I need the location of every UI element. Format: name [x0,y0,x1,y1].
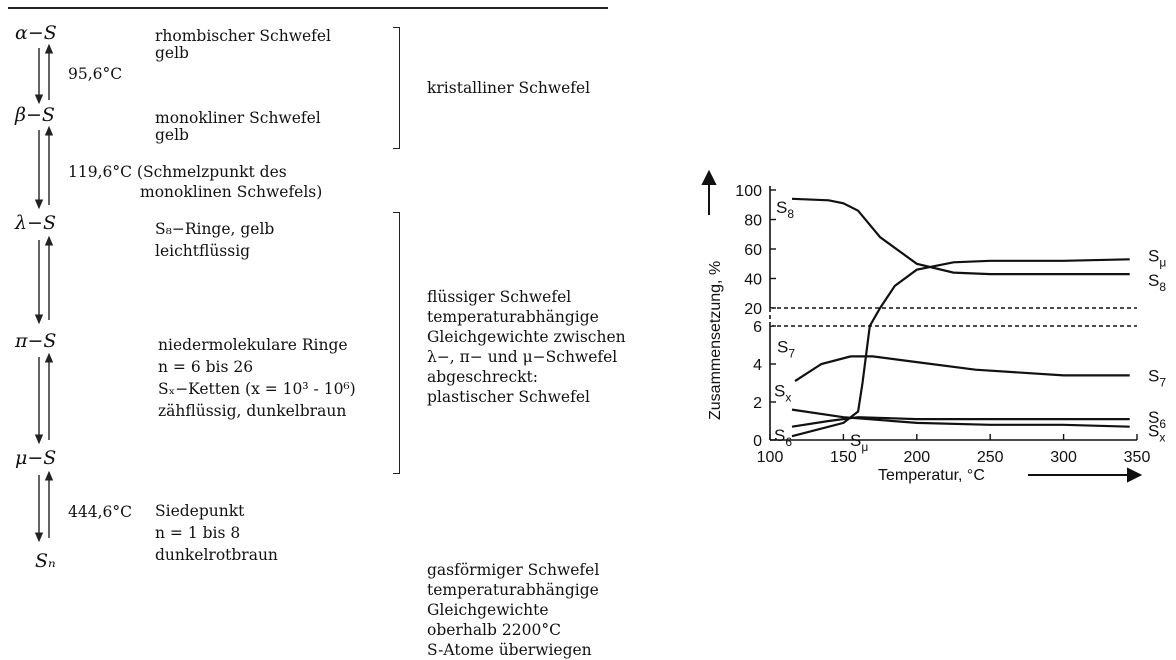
state-n-description: Siedepunkt n = 1 bis 8 dunkelrotbraun [155,502,278,564]
x-tick-label: 250 [977,449,1004,466]
state-beta-symbol: β−S [15,104,55,126]
state-alpha-description: rhombischer Schwefel gelb [155,27,332,62]
y-tick-label: 100 [735,183,762,200]
y-tick-label: 20 [744,301,762,318]
series-label-left-S6: S6 [774,426,792,449]
chart-ticks: 100 150 200 250 300 350 0 2 4 620 40 60 80 100 [735,183,1150,466]
x-tick-label: 100 [757,449,784,466]
chart-series [791,197,1130,438]
state-lambda-description: S₈−Ringe, gelb leichtflüssig [155,220,275,260]
top-rule [8,7,608,9]
transition-temp-beta-lambda: 119,6°C (Schmelzpunkt des [68,163,287,181]
chart-axes [769,186,1137,441]
series-line-S6 [791,416,1130,428]
y-tick-label: 2 [753,395,762,412]
series-label-right-S7: S7 [1148,366,1166,389]
series-label-right-S6: S6 [1148,408,1166,431]
series-label-right-S8: S8 [1148,271,1166,294]
state-mu-symbol: μ−S [15,447,57,469]
series-label-left-Sx: Sx [774,381,791,404]
series-label-left-Sμ: Sμ [850,431,868,454]
y-tick-label: 0 [753,433,762,450]
x-axis-label: Temperatur, °C [878,467,985,484]
state-pi-description: niedermolekulare Ringe n = 6 bis 26 Sₓ−Ke… [158,336,356,420]
transition-note-beta-lambda: monoklinen Schwefels) [140,183,323,201]
series-line-Sμ [791,258,1130,438]
series-label-right-Sx: Sx [1148,422,1165,445]
series-line-Sx [791,408,1130,428]
group-crystalline-label: kristalliner Schwefel [427,79,591,97]
state-lambda-symbol: λ−S [15,212,56,234]
bracket-crystalline [393,27,400,149]
y-axis-arrow-head [701,170,717,185]
bracket-liquid [393,212,400,474]
state-alpha-symbol: α−S [15,22,57,44]
chart-dashed-lines [768,307,1137,327]
transition-temp-mu-n: 444,6°C [68,503,132,521]
x-tick-label: 150 [830,449,857,466]
state-n-symbol: Sₙ [35,550,56,572]
equilibrium-arrows [34,43,54,543]
y-tick-label: 80 [744,213,762,230]
x-tick-label: 350 [1124,449,1151,466]
x-tick-label: 300 [1050,449,1077,466]
series-line-S8 [791,197,1130,276]
y-tick-label: 6 [753,319,762,336]
x-axis-arrow-head [1127,467,1143,483]
y-axis-label: Zusammensetzung, % [707,261,724,420]
state-beta-description: monokliner Schwefel gelb [155,109,321,144]
y-tick-label: 60 [744,242,762,259]
axis-direction-arrows [701,170,1143,483]
y-tick-label: 4 [753,357,762,374]
series-label-right-Sμ: Sμ [1148,246,1166,269]
x-tick-label: 200 [903,449,930,466]
group-liquid-label: flüssiger Schwefel temperaturabhängige Gl… [427,288,626,406]
series-label-left-S8: S8 [776,198,794,221]
series-line-S7 [794,355,1130,383]
transition-temp-alpha-beta: 95,6°C [68,65,123,83]
y-tick-label: 40 [744,272,762,289]
series-label-left-S7: S7 [777,338,795,361]
group-gas-label: gasförmiger Schwefel temperaturabhängige … [427,561,600,659]
state-pi-symbol: π−S [15,330,57,352]
